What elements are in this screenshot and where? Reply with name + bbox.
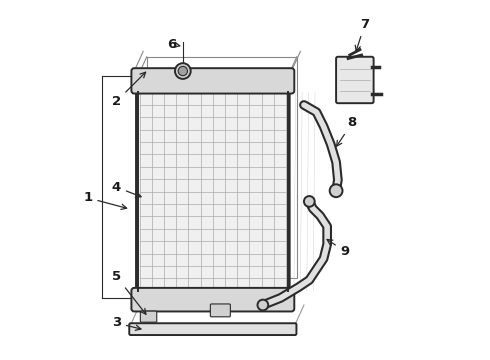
FancyBboxPatch shape <box>131 68 294 94</box>
Text: 2: 2 <box>112 72 146 108</box>
Text: 3: 3 <box>112 316 141 330</box>
FancyBboxPatch shape <box>336 57 373 103</box>
FancyBboxPatch shape <box>131 288 294 311</box>
FancyBboxPatch shape <box>140 311 157 322</box>
Text: 1: 1 <box>83 192 126 210</box>
Text: 8: 8 <box>337 116 357 146</box>
FancyBboxPatch shape <box>136 75 290 300</box>
Text: 9: 9 <box>327 239 349 258</box>
FancyBboxPatch shape <box>129 323 296 335</box>
Text: 6: 6 <box>167 38 180 51</box>
Circle shape <box>330 184 343 197</box>
FancyBboxPatch shape <box>210 304 230 317</box>
Circle shape <box>258 300 268 310</box>
Circle shape <box>178 66 188 76</box>
Text: 4: 4 <box>112 181 141 197</box>
Circle shape <box>304 196 315 207</box>
Circle shape <box>175 63 191 79</box>
Text: 5: 5 <box>112 270 146 314</box>
Text: 7: 7 <box>355 18 369 51</box>
